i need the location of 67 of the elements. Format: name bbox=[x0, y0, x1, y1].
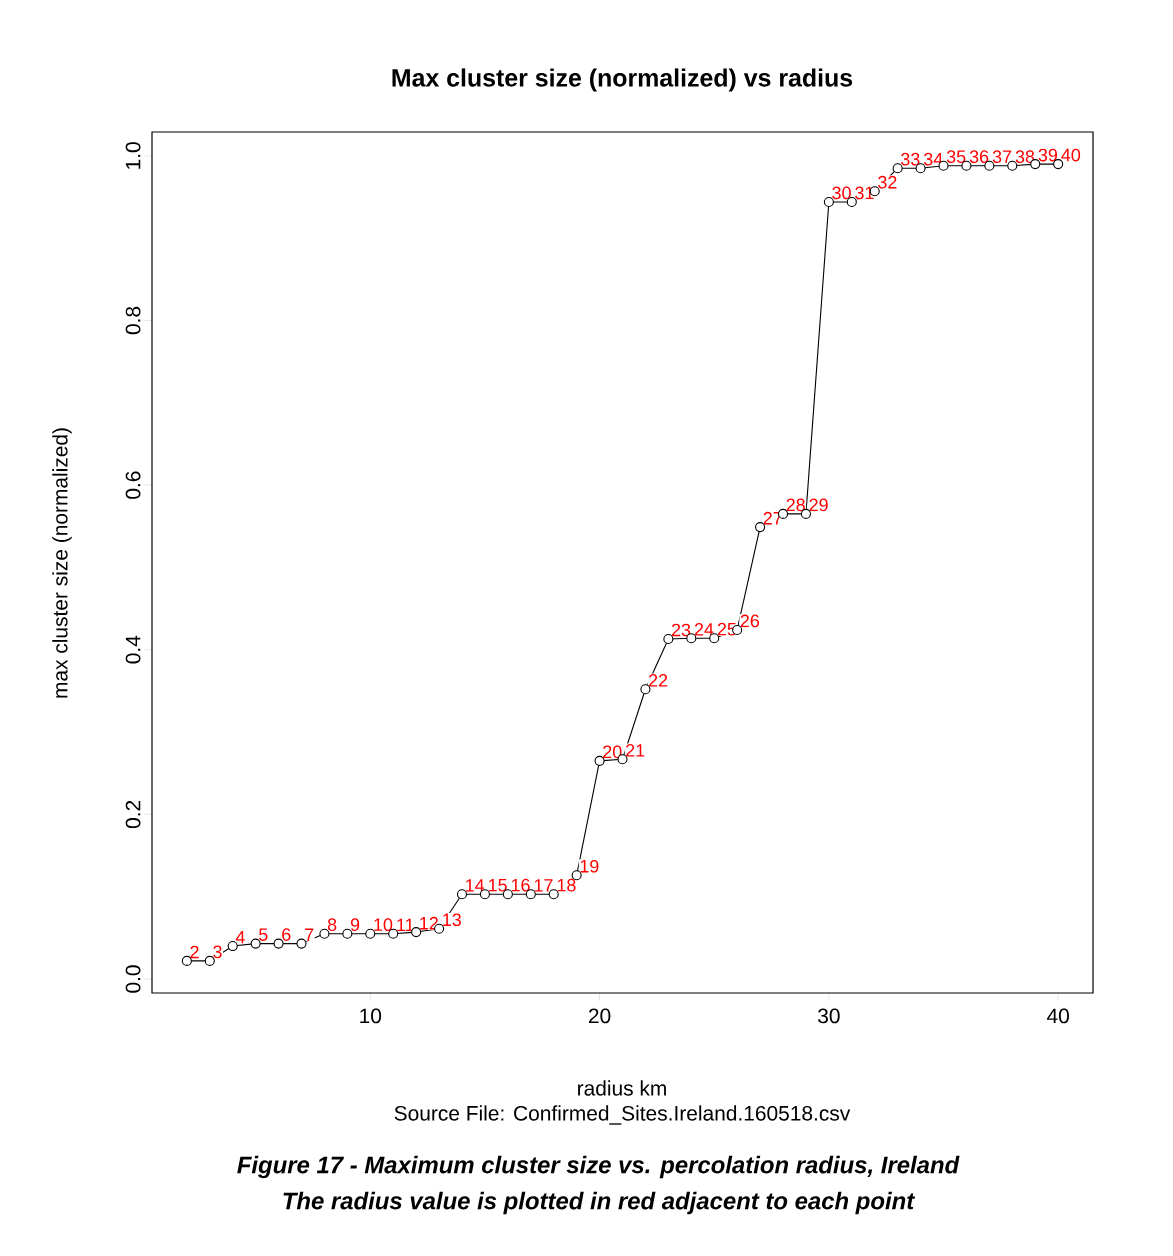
annotation: 3 bbox=[213, 945, 222, 959]
annotation: 33 bbox=[901, 152, 920, 166]
annotation: 8 bbox=[327, 918, 337, 932]
annotation: 15 bbox=[488, 879, 507, 892]
annotation: 30 bbox=[832, 186, 851, 200]
annotation: 18 bbox=[557, 878, 576, 892]
annotation: 39 bbox=[1038, 148, 1058, 162]
chart-title: Max cluster size (normalized) vs radius bbox=[392, 68, 853, 92]
annotation: 23 bbox=[671, 623, 691, 637]
y-axis-title: max cluster size (normalized) bbox=[52, 428, 72, 698]
annotation: 5 bbox=[259, 928, 268, 941]
point bbox=[640, 684, 651, 695]
y-tick-label: 0.4 bbox=[125, 635, 141, 664]
annotation: 19 bbox=[580, 859, 599, 873]
point bbox=[296, 938, 307, 949]
x-tick-label: 20 bbox=[588, 1008, 611, 1024]
y-tick-label: 0.8 bbox=[125, 306, 141, 335]
text: The radius value is plotted in red adjacent to each point bbox=[283, 1191, 916, 1215]
annotation: 24 bbox=[694, 622, 714, 636]
y-tick-label: 0.0 bbox=[125, 965, 141, 993]
annotation: 40 bbox=[1061, 148, 1081, 162]
point bbox=[892, 163, 903, 174]
point bbox=[823, 196, 834, 207]
point bbox=[365, 928, 376, 939]
annotation: 20 bbox=[603, 745, 622, 759]
annotation: 16 bbox=[511, 878, 530, 892]
y-tick-label: 1.0 bbox=[125, 142, 141, 169]
point bbox=[204, 955, 215, 966]
point bbox=[411, 927, 422, 938]
x-tick-label: 40 bbox=[1047, 1008, 1069, 1024]
annotation: 17 bbox=[534, 879, 553, 892]
point bbox=[181, 955, 192, 966]
annotation: 29 bbox=[809, 498, 828, 512]
annotation: 9 bbox=[350, 918, 360, 932]
annotation: 21 bbox=[626, 743, 645, 757]
source-note: Source File: Confirmed_Sites.Ireland.160518.csv bbox=[394, 1105, 851, 1125]
annotation: 38 bbox=[1015, 150, 1035, 164]
annotation: 7 bbox=[305, 928, 314, 941]
annotation: 31 bbox=[855, 186, 874, 200]
point bbox=[594, 755, 605, 766]
annotation: 37 bbox=[992, 150, 1012, 164]
point bbox=[456, 889, 468, 900]
caption: Figure 17 - Maximum cluster size vs. percolation radius, Ireland bbox=[237, 1155, 960, 1179]
point bbox=[250, 938, 261, 949]
x-tick-label: 10 bbox=[360, 1008, 382, 1024]
annotation: 10 bbox=[374, 918, 393, 932]
annotation: 13 bbox=[443, 913, 461, 927]
point bbox=[273, 938, 284, 949]
annotation: 11 bbox=[397, 918, 414, 932]
annotation: 34 bbox=[923, 152, 943, 166]
x-tick-label: 30 bbox=[818, 1008, 840, 1024]
annotation: 26 bbox=[740, 614, 760, 628]
x-axis-title: radius km bbox=[578, 1080, 666, 1096]
annotation: 4 bbox=[235, 931, 245, 944]
y-tick-label: 0.6 bbox=[125, 471, 141, 499]
point bbox=[342, 928, 353, 939]
annotation: 22 bbox=[649, 674, 668, 687]
annotation: 28 bbox=[786, 498, 805, 512]
annotation: 35 bbox=[946, 150, 966, 164]
annotation: 6 bbox=[282, 928, 291, 941]
annotation: 32 bbox=[878, 175, 897, 189]
annotation: 14 bbox=[466, 879, 485, 892]
y-tick-label: 0.2 bbox=[125, 800, 141, 829]
point bbox=[319, 928, 330, 939]
annotation: 36 bbox=[969, 150, 989, 164]
annotation: 2 bbox=[190, 945, 199, 959]
point bbox=[663, 633, 674, 645]
